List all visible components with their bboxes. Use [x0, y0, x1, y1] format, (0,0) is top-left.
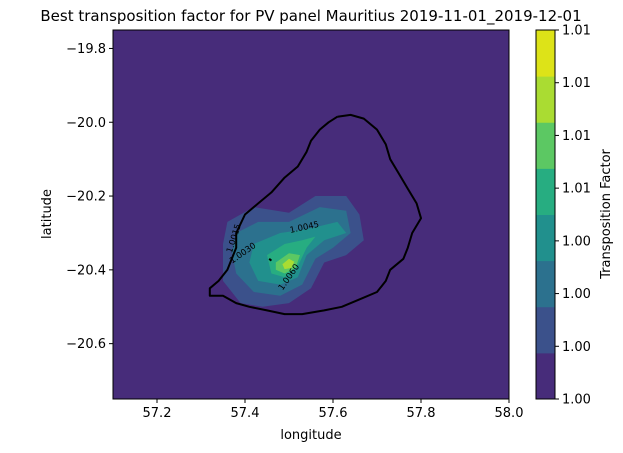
inland-feature [268, 258, 273, 262]
colorbar-tick-label: 1.01 [562, 24, 591, 39]
colorbar-tick-label: 1.00 [562, 393, 591, 408]
chart-title: Best transposition factor for PV panel M… [40, 7, 581, 26]
y-axis-label: latitude [40, 189, 55, 239]
y-tick-label: −20.2 [66, 190, 106, 205]
x-tick-label: 57.6 [319, 406, 348, 421]
plot-frame [112, 29, 510, 400]
x-axis-label: longitude [280, 428, 341, 443]
coastline-layer [208, 113, 422, 316]
x-tick-label: 57.2 [143, 406, 172, 421]
colorbar-segment-8 [536, 30, 555, 77]
x-tick-label: 57.4 [231, 406, 260, 421]
y-tick-label: −20.4 [66, 263, 106, 278]
colorbar-segment-3 [536, 260, 555, 308]
colorbar-segment-5 [536, 168, 555, 215]
colorbar-tick-label: 1.00 [562, 340, 591, 355]
colorbar-tick-label: 1.00 [562, 287, 591, 302]
coastline-path [208, 113, 422, 316]
colorbar-frame [535, 29, 556, 400]
colorbar-tick-label: 1.00 [562, 234, 591, 249]
colorbar-segment-2 [536, 306, 555, 354]
colorbar-label: Transposition Factor [599, 148, 614, 279]
y-tick-label: −20.6 [66, 337, 106, 352]
y-tick-label: −19.8 [66, 42, 106, 57]
contour-region-6 [282, 258, 295, 270]
colorbar-tick-label: 1.01 [562, 76, 591, 91]
colorbar-segment-4 [536, 214, 555, 262]
colorbar-tick-label: 1.01 [562, 182, 591, 197]
x-tick-label: 58.0 [495, 406, 524, 421]
x-axis-ticks: 57.2 57.4 57.6 57.8 58.0 [143, 399, 524, 421]
y-tick-label: −20.0 [66, 116, 106, 131]
y-axis-ticks: −19.8 −20.0 −20.2 −20.4 −20.6 [66, 42, 113, 352]
plot-area [113, 30, 509, 399]
colorbar: 1.00 1.00 1.00 1.00 1.01 1.01 1.01 1.01 [535, 24, 591, 408]
colorbar-tick-label: 1.01 [562, 129, 591, 144]
colorbar-segment-1 [536, 352, 555, 400]
colorbar-segment-7 [536, 76, 555, 123]
colorbar-segment-6 [536, 122, 555, 169]
x-tick-label: 57.8 [407, 406, 436, 421]
